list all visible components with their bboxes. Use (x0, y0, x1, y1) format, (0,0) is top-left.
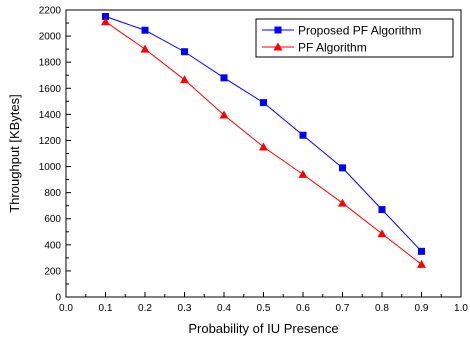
data-point (274, 26, 282, 34)
legend-item-2: PF Algorithm (262, 41, 367, 55)
data-point (140, 44, 150, 53)
data-point (102, 13, 109, 21)
x-tick-label: 0.0 (59, 303, 73, 314)
series-1 (102, 13, 425, 255)
data-point (338, 198, 347, 207)
x-tick-label: 0.9 (415, 303, 429, 314)
data-point (417, 259, 426, 268)
x-axis-label: Probability of IU Presence (188, 321, 338, 336)
x-tick-label: 0.5 (257, 303, 271, 314)
legend: Proposed PF Algorithm PF Algorithm (255, 18, 454, 58)
data-point (260, 99, 267, 107)
x-tick-label: 0.1 (99, 303, 113, 314)
y-axis-label: Throughput [KBytes] (7, 94, 22, 213)
x-tick-label: 0.4 (217, 303, 231, 314)
y-tick-label: 1000 (39, 162, 62, 173)
data-point (418, 247, 425, 255)
y-tick-label: 1200 (39, 136, 62, 147)
x-tick-label: 0.7 (336, 303, 350, 314)
y-tick-label: 2000 (39, 32, 62, 43)
data-point (220, 74, 228, 82)
data-point (259, 142, 268, 151)
data-point (101, 17, 110, 26)
data-point (378, 206, 386, 214)
data-point (377, 229, 387, 238)
y-tick-label: 1400 (39, 110, 62, 121)
data-point (180, 75, 189, 84)
legend-label: PF Algorithm (298, 41, 367, 55)
series-2 (101, 17, 426, 268)
legend-box (255, 18, 454, 58)
plot-frame (65, 9, 462, 298)
data-point (298, 169, 308, 178)
x-axis-ticks: 0.0 0.1 0.2 0.3 0.4 0.5 0.6 0.7 0.8 0.9 1.0 (59, 292, 468, 314)
y-tick-label: 1600 (39, 84, 62, 95)
x-tick-label: 0.6 (296, 303, 310, 314)
y-axis-ticks: 0 200 400 600 800 1000 1200 1400 1600 1800 2000 220… (39, 6, 71, 304)
y-tick-label: 400 (44, 240, 61, 251)
legend-label: Proposed PF Algorithm (298, 24, 421, 38)
data-point (339, 164, 346, 172)
y-tick-label: 0 (55, 293, 61, 304)
series-layer (101, 13, 426, 268)
x-tick-label: 0.8 (375, 303, 389, 314)
data-point (299, 131, 307, 139)
data-point (273, 42, 283, 51)
y-tick-label: 800 (44, 188, 61, 199)
x-tick-label: 0.2 (138, 303, 152, 314)
y-tick-label: 200 (44, 266, 61, 277)
legend-item-1: Proposed PF Algorithm (262, 24, 421, 38)
data-point (219, 110, 229, 119)
x-tick-label: 1.0 (454, 303, 468, 314)
legend-items: Proposed PF Algorithm PF Algorithm (262, 24, 421, 55)
y-tick-label: 1800 (39, 58, 62, 69)
data-point (181, 48, 188, 56)
y-tick-label: 600 (44, 214, 61, 225)
x-tick-label: 0.3 (178, 303, 192, 314)
data-point (141, 26, 149, 34)
y-tick-label: 2200 (39, 6, 62, 17)
